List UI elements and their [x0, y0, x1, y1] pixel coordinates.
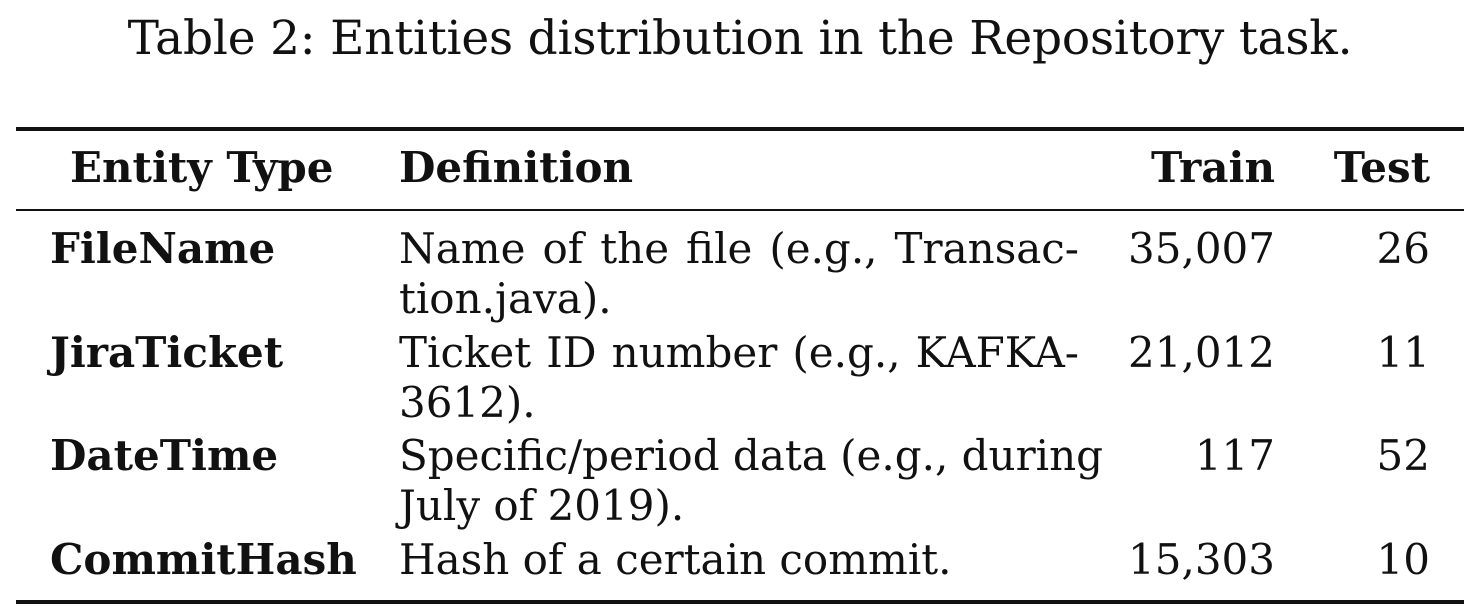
header-entity-type: Entity Type — [70, 143, 334, 192]
row-commithash-train: 15,303 — [1128, 535, 1275, 584]
header-definition: Definition — [399, 143, 634, 192]
row-datetime-test: 52 — [1376, 431, 1430, 480]
row-commithash-definition: Hash of a certain commit. — [399, 535, 1079, 585]
row-filename-entity-type: FileName — [50, 224, 276, 273]
header-train: Train — [1150, 143, 1275, 192]
row-jiraticket-train: 21,012 — [1128, 328, 1275, 377]
row-filename-definition-line2: tion.java). — [399, 274, 612, 323]
row-filename-train: 35,007 — [1128, 224, 1275, 273]
row-jiraticket-definition-line2: 3612). — [399, 378, 536, 427]
row-commithash-definition-line1: Hash of a certain commit. — [399, 535, 952, 584]
row-datetime-entity-type: DateTime — [50, 431, 279, 480]
row-jiraticket-test: 11 — [1376, 328, 1430, 377]
row-jiraticket-definition: Ticket ID number (e.g., KAFKA- 3612). — [399, 328, 1079, 428]
row-datetime-definition-line2: July of 2019). — [399, 481, 685, 530]
row-jiraticket-entity-type: JiraTicket — [50, 328, 284, 377]
row-datetime-definition: Specific/period data (e.g., during July … — [399, 431, 1104, 531]
row-jiraticket-definition-line1: Ticket ID number (e.g., KAFKA- — [399, 328, 1079, 377]
row-filename-test: 26 — [1376, 224, 1430, 273]
header-test: Test — [1333, 143, 1430, 192]
top-rule — [16, 127, 1464, 131]
row-datetime-definition-line1: Specific/period data (e.g., during — [399, 431, 1104, 480]
bottom-rule — [16, 600, 1464, 604]
row-filename-definition-line1: Name of the file (e.g., Transac- — [399, 224, 1079, 273]
row-datetime-train: 117 — [1194, 431, 1275, 480]
header-rule — [16, 209, 1464, 211]
row-filename-definition: Name of the file (e.g., Transac- tion.ja… — [399, 224, 1079, 324]
row-commithash-test: 10 — [1376, 535, 1430, 584]
row-commithash-entity-type: CommitHash — [50, 535, 357, 584]
table-caption: Table 2: Entities distribution in the Re… — [127, 11, 1353, 66]
